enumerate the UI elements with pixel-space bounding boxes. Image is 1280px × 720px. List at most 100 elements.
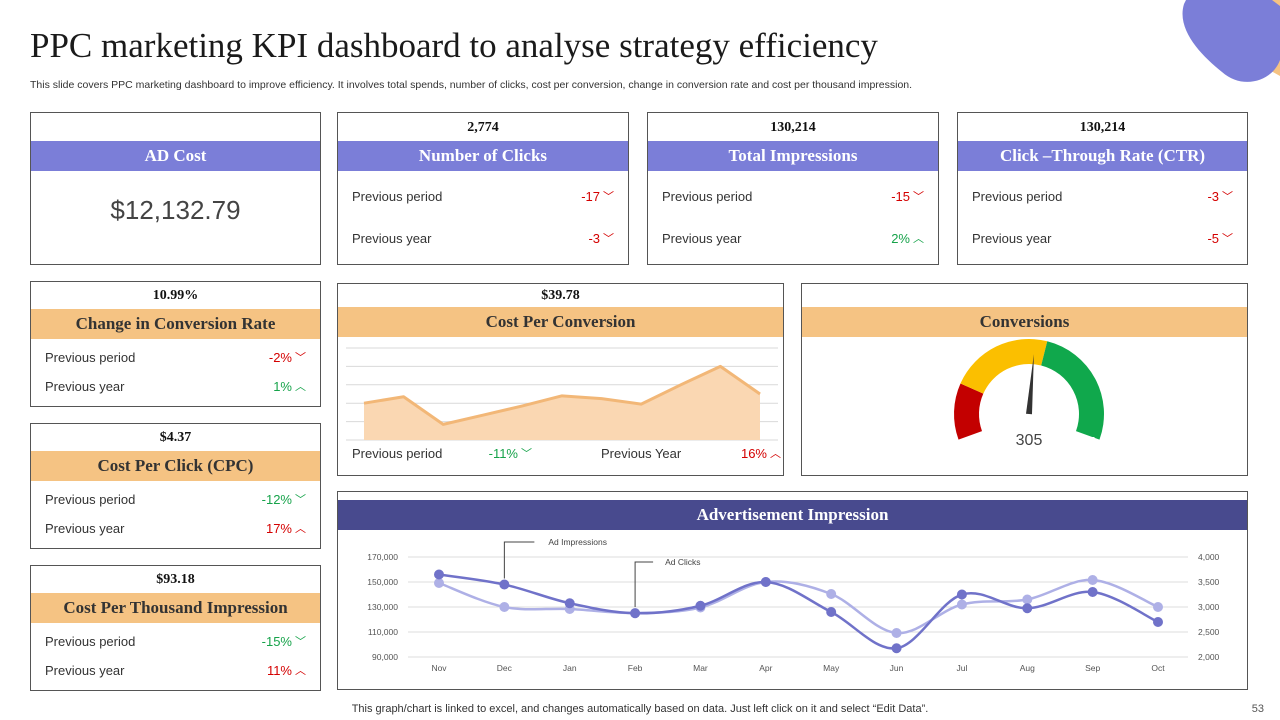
clicks-label: Number of Clicks [338,141,628,171]
gauge-max-label: 585 [1071,434,1096,451]
impressions-label: Total Impressions [648,141,938,171]
annotation-label: Ad Clicks [665,557,700,567]
y-right-tick-label: 4,000 [1198,552,1220,562]
row-value: 17% [265,521,292,536]
y-right-tick-label: 3,000 [1198,602,1220,612]
gauge-band [1041,341,1104,440]
series-ad-clicks-point [434,578,444,588]
ad-impression-label: Advertisement Impression [338,500,1247,530]
row-label: Previous period [45,492,136,507]
clicks-row-year: Previous year -3 ﹀ [352,230,614,248]
row-label: Previous period [45,350,136,365]
chevron-down-icon: ﹀ [603,191,614,203]
chevron-up-icon: ︿ [295,381,306,393]
series-ad-impressions-point [956,589,967,600]
row-label: Previous period [352,446,443,461]
cost-per-conversion-chart [346,347,778,441]
series-ad-impressions-point [1153,617,1163,627]
row-value: -17 [581,189,600,204]
row-label: Previous period [972,189,1063,204]
y-left-tick-label: 170,000 [367,552,398,562]
cpm-row-period: Previous period -15% ﹀ [45,633,306,651]
series-ad-impressions-point [1022,603,1033,614]
chevron-up-icon: ︿ [913,233,924,245]
row-label: Previous Year [601,446,682,461]
series-ad-impressions-point [1087,587,1098,597]
annotation-leader [503,541,535,579]
series-ad-clicks-point [891,628,902,638]
series-ad-impressions-point [564,598,575,609]
x-tick-label: Jan [563,663,577,673]
row-label: Previous year [45,521,125,536]
y-left-tick-label: 110,000 [368,627,398,637]
series-ad-clicks-point [956,599,967,610]
cost-per-conversion-value: $39.78 [541,288,580,303]
row-value: 11% [266,663,292,678]
gauge-band [960,339,1048,394]
row-value: -12% [261,492,292,507]
row-value: -5 [1207,231,1219,246]
x-tick-label: Oct [1151,663,1165,673]
cpm-row-year: Previous year 11% ︿ [45,662,306,680]
page-subtitle: This slide covers PPC marketing dashboar… [30,79,913,91]
row-value: 1% [273,379,292,394]
series-ad-impressions-point [760,577,771,587]
row-label: Previous year [45,379,125,394]
ctr-row-year: Previous year -5 ﹀ [972,230,1233,248]
ad-cost-card: AD Cost $12,132.79 [30,112,321,265]
gauge-value-label: 305 [1016,432,1043,449]
x-tick-label: Sep [1085,663,1100,673]
series-ad-impressions-point [695,600,706,611]
series-ad-clicks-point [1153,602,1163,612]
chevron-down-icon: ﹀ [295,352,306,364]
row-label: Previous year [972,231,1052,246]
conversions-card: Conversions 305 0 585 [801,283,1248,476]
row-value: -15% [261,634,292,649]
impressions-card: 130,214 Total Impressions Previous perio… [647,112,939,265]
x-tick-label: Jun [890,663,904,673]
row-label: Previous year [352,231,432,246]
clicks-card: 2,774 Number of Clicks Previous period -… [337,112,629,265]
x-tick-label: Aug [1020,663,1035,673]
cost-per-conversion-label: Cost Per Conversion [338,307,783,337]
cpc-value: $4.37 [159,430,192,445]
row-label: Previous period [352,189,443,204]
impressions-value: 130,214 [770,120,816,135]
y-right-tick-label: 2,500 [1198,627,1220,637]
cpc-label: Cost Per Click (CPC) [31,451,320,481]
row-label: Previous year [662,231,742,246]
chevron-down-icon: ﹀ [1222,191,1233,203]
series-ad-clicks-point [499,602,510,612]
gauge-min-label: 0 [969,434,977,451]
ad-impression-chart: 90,000 110,000 130,000 150,000 170,000 2,000 2… [367,537,1220,673]
row-label: Previous year [45,663,125,678]
gauge-band [954,383,984,440]
annotation-label: Ad Impressions [548,537,607,547]
area-line [363,364,761,426]
footer-note: This graph/chart is linked to excel, and… [351,703,929,715]
conversions-gauge: 305 0 585 [954,339,1104,451]
row-label: Previous period [662,189,753,204]
x-tick-label: Mar [693,663,708,673]
cpm-value: $93.18 [156,572,195,587]
page-title: PPC marketing KPI dashboard to analyse s… [30,26,878,65]
conversion-rate-card: 10.99% Change in Conversion Rate Previou… [30,281,321,407]
chevron-up-icon: ︿ [770,448,781,460]
page-number: 53 [1251,703,1264,715]
annotation-leader [634,561,654,607]
ctr-row-period: Previous period -3 ﹀ [972,188,1233,206]
clicks-value: 2,774 [467,120,499,135]
y-left-tick-label: 90,000 [372,652,398,662]
ctr-card: 130,214 Click –Through Rate (CTR) Previo… [957,112,1248,265]
impressions-row-period: Previous period -15 ﹀ [662,188,924,206]
corner-decoration [1182,0,1280,82]
series-ad-impressions-point [630,608,641,619]
chevron-up-icon: ︿ [295,665,306,677]
chevron-down-icon: ﹀ [521,448,532,460]
row-value: -11% [488,446,518,461]
cost-per-conversion-card: $39.78 Cost Per Conversion Previous peri… [337,283,784,476]
row-value: 16% [740,446,767,461]
chevron-down-icon: ﹀ [913,191,924,203]
row-value: -3 [588,231,600,246]
area-fill [364,366,760,440]
